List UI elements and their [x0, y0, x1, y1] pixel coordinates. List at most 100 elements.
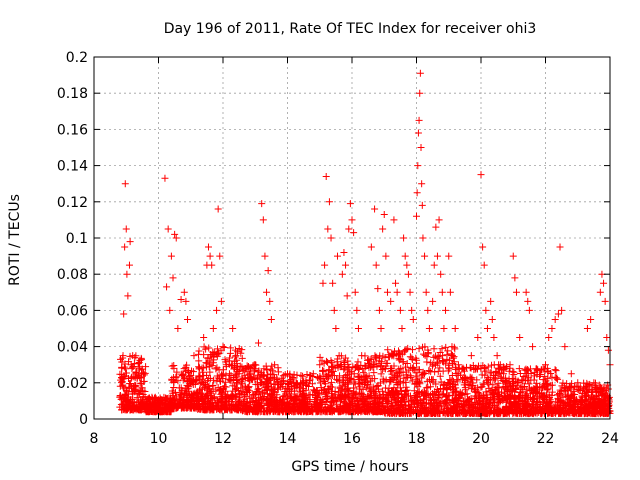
data-point: [372, 261, 380, 269]
data-point: [148, 394, 156, 402]
data-point: [279, 393, 287, 401]
data-point: [513, 408, 521, 416]
data-point: [182, 297, 190, 305]
data-point: [127, 383, 135, 391]
data-point: [536, 371, 544, 379]
data-point: [350, 229, 358, 237]
data-point: [563, 408, 571, 416]
data-point: [546, 396, 554, 404]
data-point: [533, 406, 541, 414]
data-point: [279, 399, 287, 407]
data-point: [402, 386, 410, 394]
data-point: [220, 344, 228, 352]
data-point: [168, 387, 176, 395]
data-point: [118, 378, 126, 386]
data-point: [367, 388, 375, 396]
data-point: [379, 375, 387, 383]
data-point: [448, 343, 456, 351]
data-point: [206, 252, 214, 260]
data-point: [119, 352, 127, 360]
data-point: [345, 364, 353, 372]
data-point: [219, 343, 227, 351]
data-point: [259, 216, 267, 224]
data-point: [135, 388, 143, 396]
data-point: [596, 288, 604, 296]
data-point: [180, 374, 188, 382]
data-point: [131, 373, 139, 381]
data-point: [254, 385, 262, 393]
data-point: [130, 402, 138, 410]
x-tick-label: 20: [472, 431, 490, 447]
data-point: [515, 365, 523, 373]
data-point: [496, 369, 504, 377]
data-point: [373, 382, 381, 390]
data-point: [254, 339, 262, 347]
data-point: [340, 248, 348, 256]
data-point: [511, 274, 519, 282]
data-point: [130, 360, 138, 368]
data-point: [204, 354, 212, 362]
data-point: [316, 353, 324, 361]
data-point: [297, 408, 305, 416]
data-point: [122, 398, 130, 406]
data-point: [359, 369, 367, 377]
data-point: [212, 365, 220, 373]
data-point: [481, 364, 489, 372]
data-point: [569, 404, 577, 412]
data-point: [300, 398, 308, 406]
data-point: [121, 243, 129, 251]
data-point: [151, 393, 159, 401]
data-point: [322, 172, 330, 180]
data-point: [414, 129, 422, 137]
data-point: [263, 288, 271, 296]
data-point: [429, 297, 437, 305]
data-point: [541, 380, 549, 388]
data-point: [405, 366, 413, 374]
data-point: [343, 292, 351, 300]
data-point: [451, 403, 459, 411]
data-point: [284, 381, 292, 389]
data-point: [226, 376, 234, 384]
data-point: [443, 351, 451, 359]
data-point: [246, 363, 254, 371]
data-point: [323, 395, 331, 403]
data-point: [371, 352, 379, 360]
data-point: [467, 409, 475, 417]
data-point: [138, 401, 146, 409]
data-point: [551, 315, 559, 323]
data-point: [172, 234, 180, 242]
data-point: [316, 379, 324, 387]
data-point: [371, 396, 379, 404]
data-point: [273, 391, 281, 399]
data-point: [123, 270, 131, 278]
data-point: [355, 383, 363, 391]
data-point: [567, 398, 575, 406]
data-point: [218, 372, 226, 380]
data-point: [429, 395, 437, 403]
data-point: [127, 395, 135, 403]
data-point: [169, 274, 177, 282]
data-point: [602, 385, 610, 393]
data-point: [341, 382, 349, 390]
data-point: [336, 394, 344, 402]
data-point: [417, 144, 425, 151]
data-point: [124, 390, 132, 398]
data-point: [504, 387, 512, 395]
data-point: [572, 383, 580, 391]
data-point: [392, 399, 400, 407]
data-point: [387, 365, 395, 373]
data-point: [504, 405, 512, 413]
data-point: [187, 393, 195, 401]
data-point: [481, 404, 489, 412]
data-point: [396, 306, 404, 314]
data-point: [316, 400, 324, 408]
data-point: [437, 270, 445, 278]
data-point: [338, 387, 346, 395]
data-point: [201, 384, 209, 392]
data-point: [512, 375, 520, 383]
data-point: [420, 350, 428, 358]
data-point: [438, 345, 446, 353]
data-point: [589, 394, 597, 402]
data-point: [529, 395, 537, 403]
data-point: [539, 384, 547, 392]
